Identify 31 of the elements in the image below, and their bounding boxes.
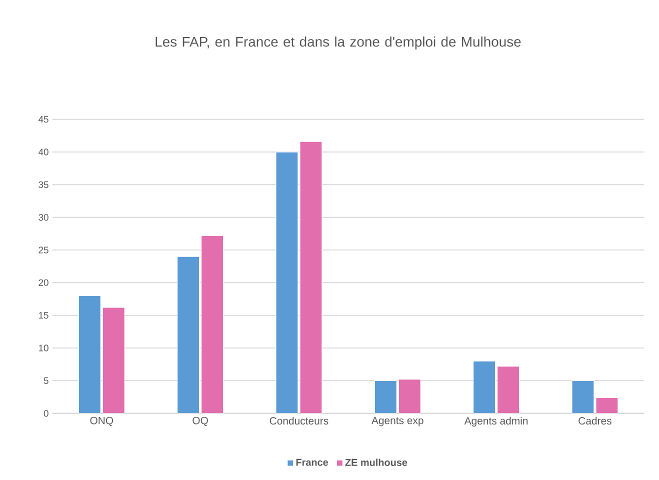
bar [300, 141, 322, 414]
bar [200, 235, 224, 414]
legend-label: ZE mulhouse [345, 458, 408, 466]
bar [496, 366, 520, 414]
y-tick-label: 35 [38, 181, 48, 188]
x-tick-label: OQ [192, 416, 208, 426]
bar [398, 379, 421, 414]
x-tick-label: Cadres [578, 416, 612, 425]
y-tick-label: 15 [38, 312, 48, 319]
bar [572, 380, 594, 414]
chart-title: Les FAP, en France et dans la zone d'emploi de Mulhouse [156, 36, 521, 50]
x-tick-label: ONQ [90, 416, 114, 426]
bar [374, 380, 397, 414]
y-tick-label: 20 [38, 279, 48, 286]
x-tick-label: Conducteurs [270, 416, 328, 425]
bar [276, 152, 298, 414]
x-tick-label: Agents admin [464, 416, 528, 427]
y-tick-label: 45 [38, 116, 48, 123]
y-tick-label: 40 [38, 148, 48, 156]
bar [78, 295, 101, 414]
legend-label: France [296, 458, 328, 466]
y-tick-label: 30 [38, 214, 48, 221]
y-tick-label: 0 [44, 410, 48, 417]
bar [102, 307, 125, 414]
x-tick-label: Agents exp [371, 416, 424, 426]
y-tick-label: 25 [38, 246, 48, 254]
y-tick-label: 10 [38, 344, 48, 352]
bar [473, 360, 496, 414]
y-tick-label: 5 [44, 377, 48, 384]
bar [596, 397, 618, 414]
bar [177, 256, 200, 414]
